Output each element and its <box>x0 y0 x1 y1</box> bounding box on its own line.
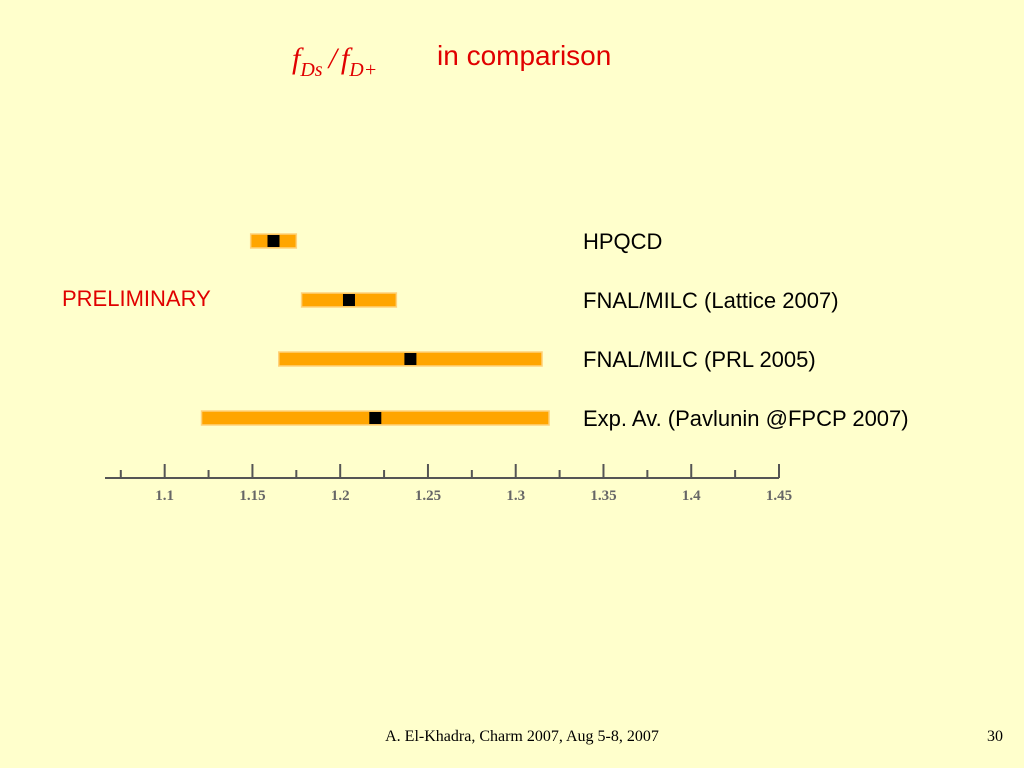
central-value <box>267 235 280 247</box>
x-tick-label: 1.15 <box>239 488 265 504</box>
central-value <box>369 412 382 424</box>
x-tick-label: 1.3 <box>506 488 525 504</box>
x-tick-label: 1.25 <box>415 488 441 504</box>
x-tick-label: 1.2 <box>331 488 350 504</box>
x-tick-label: 1.1 <box>155 488 174 504</box>
row-label: HPQCD <box>583 229 662 254</box>
symbol-sub: D+ <box>348 59 377 81</box>
title-symbol: fDs / fD+ <box>292 42 377 81</box>
x-tick-label: 1.45 <box>766 488 792 504</box>
central-value <box>404 353 417 365</box>
row-label: Exp. Av. (Pavlunin @FPCP 2007) <box>583 406 909 431</box>
symbol-sub: Ds <box>299 59 322 81</box>
annotation: PRELIMINARY <box>62 286 211 311</box>
page-number: 30 <box>987 728 1003 745</box>
row-label: FNAL/MILC (Lattice 2007) <box>583 288 839 313</box>
footer: A. El-Khadra, Charm 2007, Aug 5-8, 2007 <box>385 728 659 745</box>
x-tick-label: 1.4 <box>682 488 701 504</box>
row-label: FNAL/MILC (PRL 2005) <box>583 347 816 372</box>
central-value <box>342 294 355 306</box>
x-tick-label: 1.35 <box>590 488 616 504</box>
chart-title: in comparison <box>437 40 611 71</box>
symbol-divider: / <box>327 42 340 75</box>
